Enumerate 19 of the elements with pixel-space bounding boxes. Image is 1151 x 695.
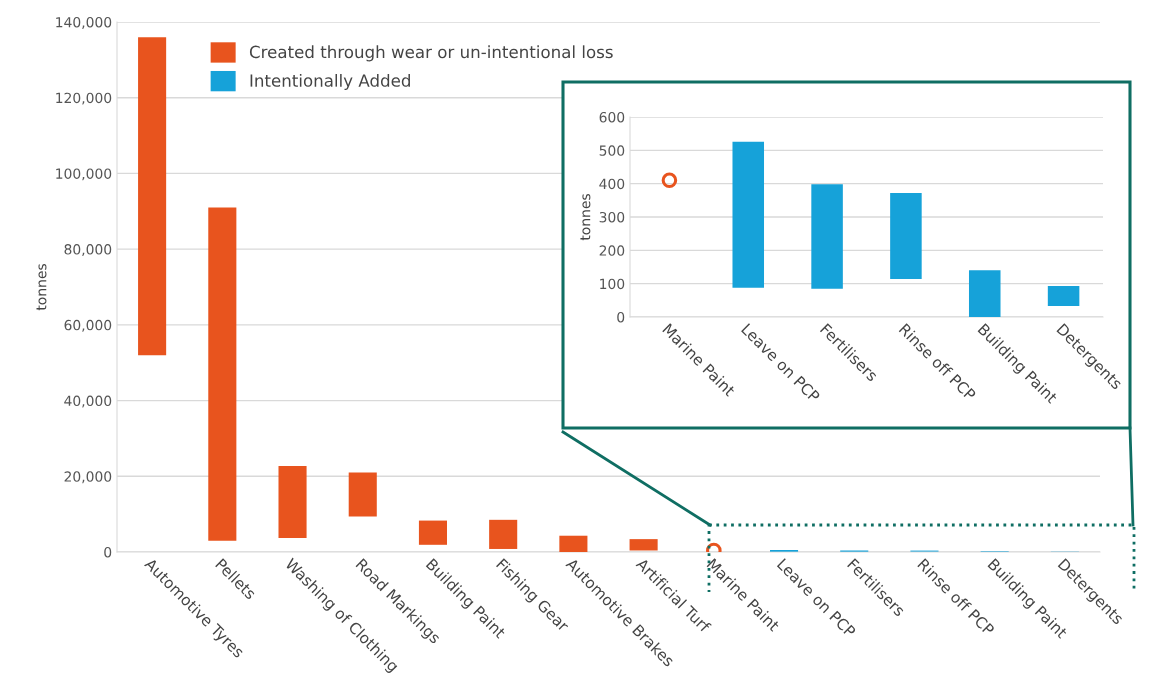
y-tick-label: 100,000 [56, 168, 112, 181]
y-tick-label: 0 [104, 546, 112, 558]
y-axis-title: tonnes [580, 194, 591, 241]
y-tick-label: 600 [599, 111, 625, 123]
y-tick-label: 100 [600, 278, 625, 290]
y-tick-label: 200 [599, 245, 625, 256]
y-tick-label: 40,000 [64, 395, 112, 408]
legend-label: Created through wear or un-intentional loss [249, 45, 613, 62]
y-axis-title: tonnes [36, 264, 47, 311]
y-tick-label: 400 [599, 178, 625, 190]
y-tick-label: 500 [599, 145, 625, 156]
y-tick-label: 20,000 [64, 471, 112, 484]
y-tick-label: 140,000 [56, 16, 112, 29]
y-tick-label: 300 [599, 211, 625, 223]
y-tick-label: 80,000 [64, 244, 112, 257]
legend-label: Intentionally Added [250, 73, 410, 91]
y-tick-label: 120,000 [56, 92, 112, 105]
y-tick-label: 0 [617, 311, 625, 323]
y-tick-label: 60,000 [64, 319, 112, 332]
